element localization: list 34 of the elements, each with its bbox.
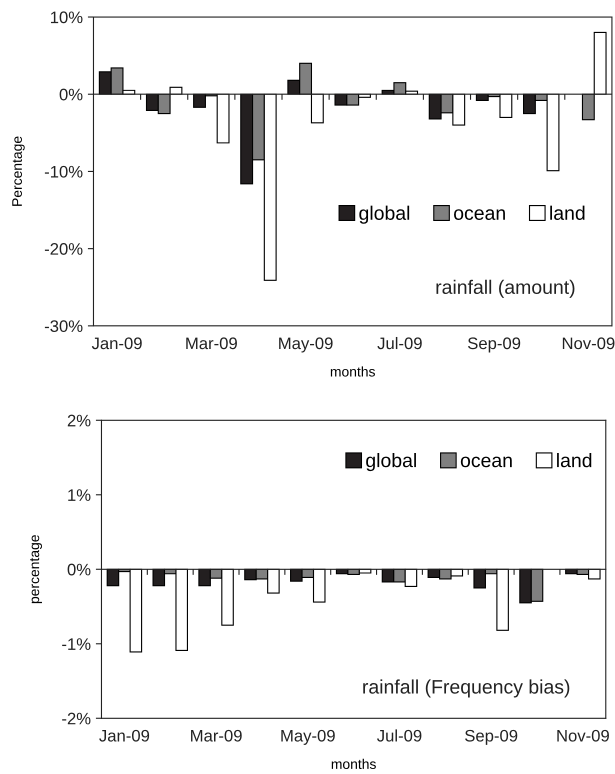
y-tick-label: 10% [50, 11, 82, 24]
x-tick-label: May-09 [279, 337, 333, 352]
y-tick-label: -1% [62, 638, 90, 650]
y-tick-label: -10% [44, 166, 82, 178]
x-tick-label: Nov-09 [557, 730, 609, 742]
legend-label: global [366, 452, 416, 472]
y-tick-label: 1% [68, 489, 90, 501]
y-tick-label: 0% [68, 564, 90, 576]
x-tick-label: Jan-09 [92, 337, 142, 350]
annotation: rainfall (amount) [436, 280, 574, 298]
x-tick-label: Nov-09 [562, 337, 614, 350]
y-tick-label: -30% [44, 320, 82, 332]
x-tick-label: May-09 [281, 730, 335, 745]
legend-label: ocean [454, 209, 505, 220]
y-axis-title: Percentage [12, 136, 25, 206]
y-tick-label: -2% [62, 712, 90, 724]
y-tick-label: 0% [60, 88, 82, 100]
x-axis-title: months [330, 366, 375, 377]
legend-label: ocean [460, 456, 512, 468]
legend-label: land [557, 452, 592, 468]
legend-label: global [359, 206, 410, 224]
x-tick-label: Jul-09 [377, 336, 422, 350]
y-tick-label: -20% [44, 243, 82, 255]
y-tick-label: 2% [68, 414, 90, 426]
x-axis-title: months [332, 758, 376, 770]
x-tick-label: Sep-09 [468, 337, 520, 352]
annotation: rainfall (Frequency bias) [363, 679, 570, 698]
x-tick-label: Mar-09 [191, 730, 242, 742]
x-tick-label: Jul-09 [377, 729, 422, 742]
legend-label: land [550, 206, 584, 220]
x-tick-label: Sep-09 [465, 730, 518, 745]
x-tick-label: Mar-09 [186, 337, 237, 350]
x-tick-label: Jan-09 [99, 730, 150, 742]
y-axis-title: percentage [30, 535, 42, 604]
